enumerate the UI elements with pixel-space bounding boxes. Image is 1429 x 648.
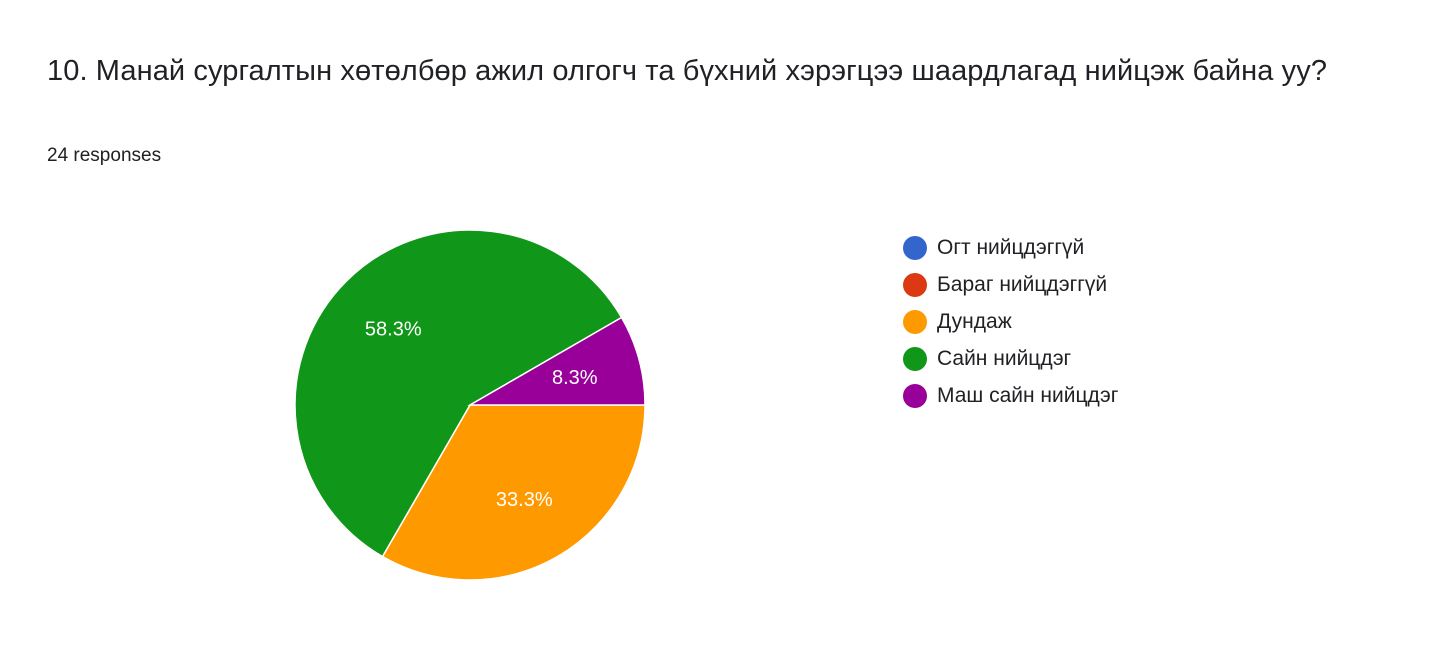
legend-item-3[interactable]: Сайн нийцдэг [903,340,1118,377]
legend-label: Дундаж [937,309,1012,333]
pie-slice-label-4: 8.3% [552,367,598,389]
legend-label: Огт нийцдэггүй [937,235,1085,259]
pie-slice-label-2: 33.3% [496,489,553,511]
legend-label: Маш сайн нийцдэг [937,383,1119,407]
legend-item-4[interactable]: Маш сайн нийцдэг [903,377,1118,414]
legend-label: Бараг нийцдэггүй [937,272,1108,296]
pie-slice-3[interactable] [294,229,623,558]
legend-label: Сайн нийцдэг [937,346,1072,370]
pie-slice-label-3: 58.3% [365,318,422,340]
question-title: 10. Манай сургалтын хөтөлбөр ажил олгогч… [47,55,1328,87]
legend-swatch-icon [903,309,927,334]
legend-item-1[interactable]: Бараг нийцдэггүй [903,266,1118,303]
pie-slice-4[interactable] [467,316,646,406]
legend-swatch-icon [903,383,927,408]
legend-item-0[interactable]: Огт нийцдэггүй [903,229,1118,266]
response-count: 24 responses [47,145,162,166]
legend-swatch-icon [903,272,927,297]
legend-item-2[interactable]: Дундаж [903,303,1118,340]
legend-swatch-icon [903,235,927,260]
pie-slice-2[interactable] [381,404,646,581]
chart-legend: Огт нийцдэггүй Бараг нийцдэггүй Дундаж Сайн… [903,229,1118,414]
legend-swatch-icon [903,346,927,371]
